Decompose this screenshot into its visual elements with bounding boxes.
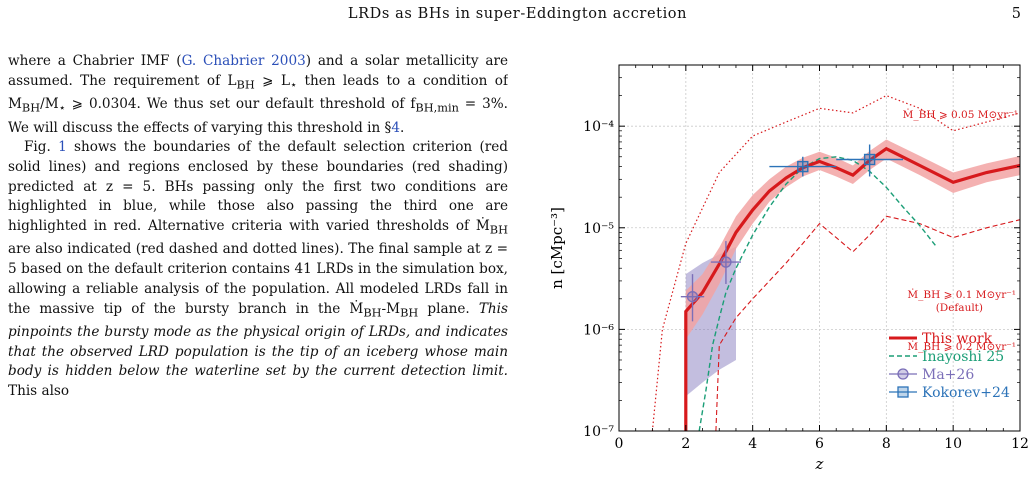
running-head: LRDs as BHs in super-Eddington accretion — [347, 6, 688, 22]
plot-area — [651, 94, 1020, 431]
paragraph-1: where a Chabrier IMF (G. Chabrier 2003) … — [8, 53, 508, 136]
page-number: 5 — [1011, 6, 1021, 22]
threshold-02-line — [715, 215, 1020, 431]
annotation-default: (Default) — [936, 302, 983, 314]
paragraph-2: Fig. 1 shows the boundaries of the defau… — [8, 139, 508, 400]
y-axis-label: n [cMpc⁻³] — [548, 207, 566, 289]
legend-label-this-work: This work — [922, 331, 993, 347]
annotation-02: Ṁ_BH ⩾ 0.2 M⊙yr⁻¹ — [907, 339, 1016, 353]
x-tick-label: 2 — [681, 436, 690, 452]
annotation-01: Ṁ_BH ⩾ 0.1 M⊙yr⁻¹ — [907, 287, 1016, 301]
legend-label-inayoshi: Inayoshi 25 — [922, 349, 1004, 365]
citation-link[interactable]: G. Chabrier 2003 — [181, 53, 306, 69]
legend-marker-ma26 — [897, 368, 909, 380]
body-text-column: where a Chabrier IMF (G. Chabrier 2003) … — [8, 52, 508, 496]
x-tick-label: 0 — [615, 436, 624, 452]
number-density-chart: 0 2 4 6 8 10 12 10⁻⁷ 10⁻⁶ 10⁻⁵ 10⁻⁴ z n [cMpc⁻³] Ṁ_BH… — [548, 64, 1029, 473]
figure-link[interactable]: 1 — [58, 139, 67, 156]
figure-panel: 0 2 4 6 8 10 12 10⁻⁷ 10⁻⁶ 10⁻⁵ 10⁻⁴ z n [cMpc⁻³] Ṁ_BH… — [520, 40, 1035, 496]
y-tick-label: 10⁻⁶ — [583, 322, 614, 338]
y-tick-label: 10⁻⁷ — [583, 424, 614, 440]
section-link[interactable]: 4 — [391, 119, 401, 136]
x-tick-label: 6 — [815, 436, 824, 452]
annotation-005: Ṁ_BH ⩾ 0.05 M⊙yr⁻¹ — [903, 107, 1018, 121]
y-tick-label: 10⁻⁴ — [583, 119, 614, 135]
y-tick-label: 10⁻⁵ — [583, 221, 614, 237]
x-tick-label: 12 — [1011, 436, 1029, 452]
x-tick-label: 4 — [748, 436, 757, 452]
legend-marker-kokorev — [897, 386, 909, 398]
legend-label-ma26: Ma+26 — [922, 367, 974, 383]
page-header: LRDs as BHs in super-Eddington accretion… — [0, 6, 1035, 28]
x-tick-label: 8 — [882, 436, 891, 452]
this-work-line — [684, 146, 1020, 431]
x-axis-label: z — [815, 455, 824, 473]
x-tick-label: 10 — [944, 436, 962, 452]
legend-label-kokorev: Kokorev+24 — [922, 385, 1010, 401]
